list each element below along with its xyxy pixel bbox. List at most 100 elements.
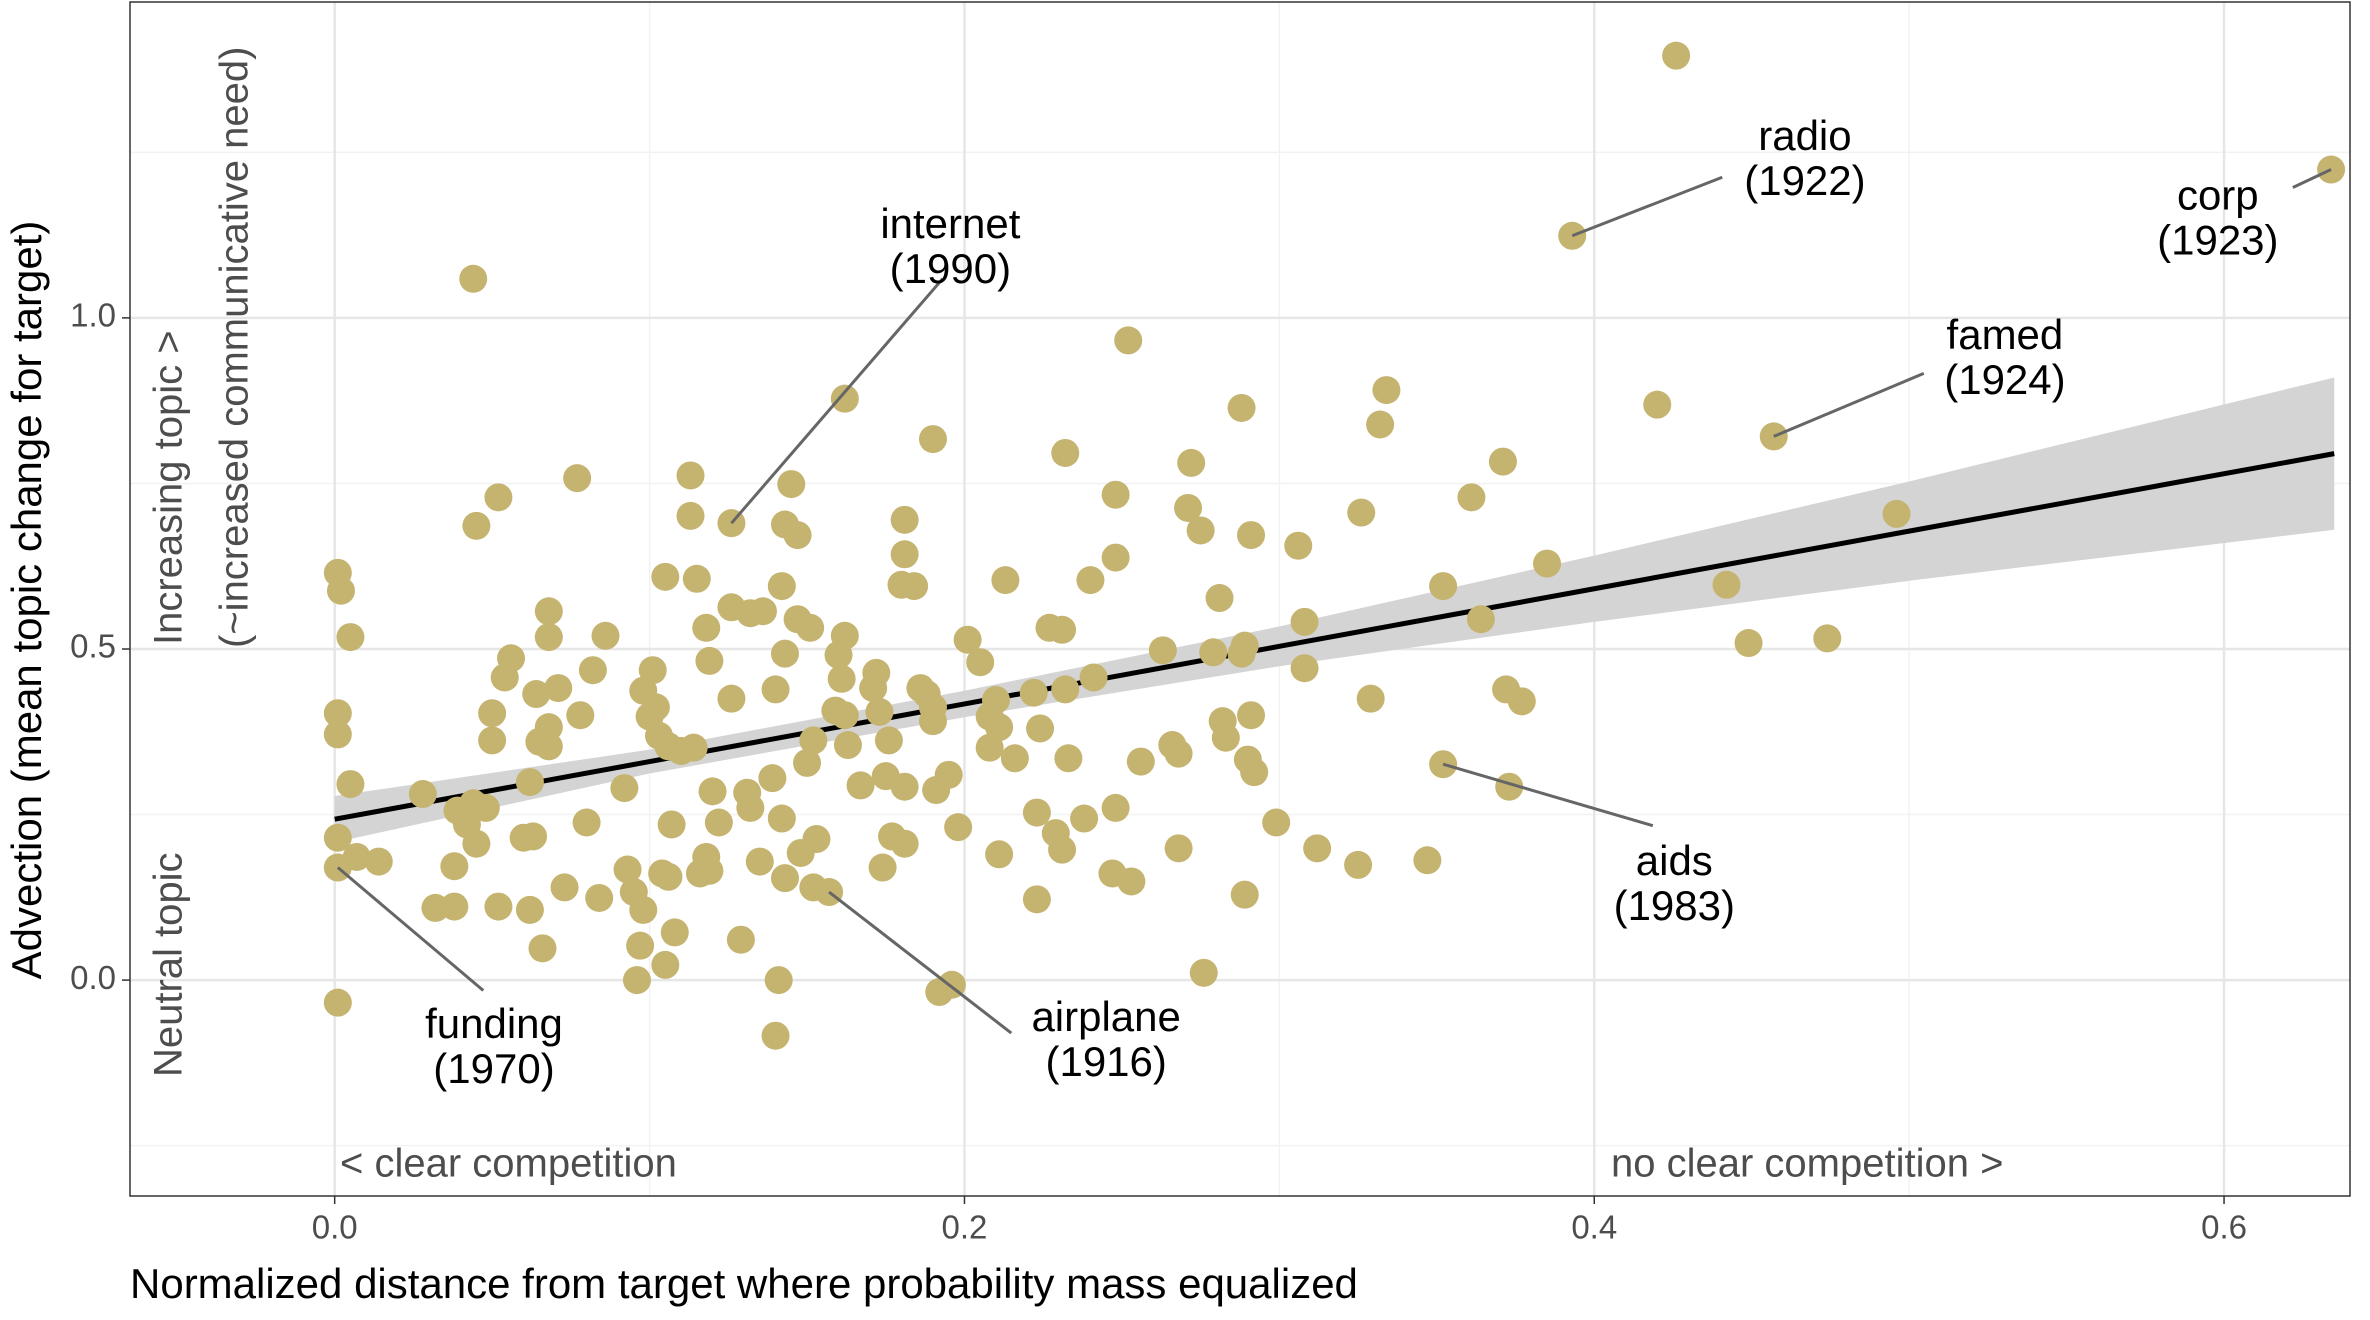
point xyxy=(591,621,620,650)
point xyxy=(799,726,828,755)
point xyxy=(550,873,579,902)
point xyxy=(578,656,607,685)
point xyxy=(1048,835,1077,864)
point xyxy=(585,883,614,912)
point xyxy=(736,793,765,822)
point xyxy=(651,562,680,591)
point xyxy=(490,663,519,692)
point xyxy=(1177,448,1206,477)
point xyxy=(421,893,450,922)
point xyxy=(323,988,352,1017)
point xyxy=(1429,572,1458,601)
point xyxy=(783,521,812,550)
point xyxy=(1466,605,1495,634)
point xyxy=(638,656,667,685)
annotation-label: internet xyxy=(880,200,1020,247)
point xyxy=(966,648,995,677)
y-tick-label: 0.5 xyxy=(70,628,116,665)
point xyxy=(1101,480,1130,509)
annotation-label: radio xyxy=(1758,112,1851,159)
point xyxy=(1000,744,1029,773)
point xyxy=(1488,447,1517,476)
side-label: Increasing topic > xyxy=(147,330,191,645)
annotation-year: (1924) xyxy=(1944,356,2065,403)
point xyxy=(704,808,733,837)
side-label: < clear competition xyxy=(340,1142,677,1186)
point xyxy=(682,564,711,593)
point xyxy=(981,685,1010,714)
point xyxy=(484,483,513,512)
point xyxy=(342,842,371,871)
point xyxy=(900,572,929,601)
point xyxy=(846,771,875,800)
point xyxy=(1070,804,1099,833)
leader-line xyxy=(1571,175,1723,238)
point xyxy=(830,621,859,650)
annotation-year: (1916) xyxy=(1045,1038,1166,1085)
point xyxy=(471,793,500,822)
point xyxy=(534,597,563,626)
point xyxy=(1101,793,1130,822)
leader-line xyxy=(730,277,944,525)
leader-line xyxy=(1442,762,1654,828)
point xyxy=(1284,531,1313,560)
point xyxy=(767,572,796,601)
point xyxy=(985,713,1014,742)
point xyxy=(1174,493,1203,522)
point xyxy=(1205,584,1234,613)
point xyxy=(764,966,793,995)
point xyxy=(830,384,859,413)
point xyxy=(626,931,655,960)
point xyxy=(440,852,469,881)
point xyxy=(610,774,639,803)
point xyxy=(1882,499,1911,528)
point xyxy=(1230,631,1259,660)
point xyxy=(515,895,544,924)
point xyxy=(1495,772,1524,801)
point xyxy=(1019,678,1048,707)
x-tick-label: 0.4 xyxy=(1571,1209,1617,1246)
point xyxy=(770,864,799,893)
point xyxy=(1189,958,1218,987)
point xyxy=(408,780,437,809)
point xyxy=(1079,663,1108,692)
point xyxy=(1356,684,1385,713)
point xyxy=(676,461,705,490)
point xyxy=(874,726,903,755)
point xyxy=(695,856,724,885)
point xyxy=(1347,498,1376,527)
annotation-year: (1983) xyxy=(1614,882,1735,929)
point xyxy=(862,658,891,687)
point xyxy=(1366,410,1395,439)
y-axis-title: Advection (mean topic change for target) xyxy=(3,221,50,980)
annotation-year: (1922) xyxy=(1744,157,1865,204)
point xyxy=(676,501,705,530)
point xyxy=(478,726,507,755)
point xyxy=(695,646,724,675)
point xyxy=(336,770,365,799)
point xyxy=(484,892,513,921)
point xyxy=(566,701,595,730)
point xyxy=(1662,41,1691,70)
point xyxy=(1643,390,1672,419)
point xyxy=(660,918,689,947)
annotation-label: airplane xyxy=(1031,993,1180,1040)
annotation-label: funding xyxy=(425,1000,563,1047)
point xyxy=(679,733,708,762)
point xyxy=(1240,758,1269,787)
fit-band-layer xyxy=(334,377,2335,843)
point xyxy=(478,699,507,728)
point xyxy=(1344,850,1373,879)
y-tick-label: 1.0 xyxy=(70,297,116,334)
point xyxy=(1022,798,1051,827)
point xyxy=(745,847,774,876)
point xyxy=(563,464,592,493)
point xyxy=(748,597,777,626)
confidence-band xyxy=(334,377,2335,843)
point xyxy=(364,847,393,876)
x-axis-title: Normalized distance from target where pr… xyxy=(130,1260,1358,1307)
point xyxy=(1117,867,1146,896)
point xyxy=(544,674,573,703)
point xyxy=(918,707,947,736)
point xyxy=(1164,739,1193,768)
